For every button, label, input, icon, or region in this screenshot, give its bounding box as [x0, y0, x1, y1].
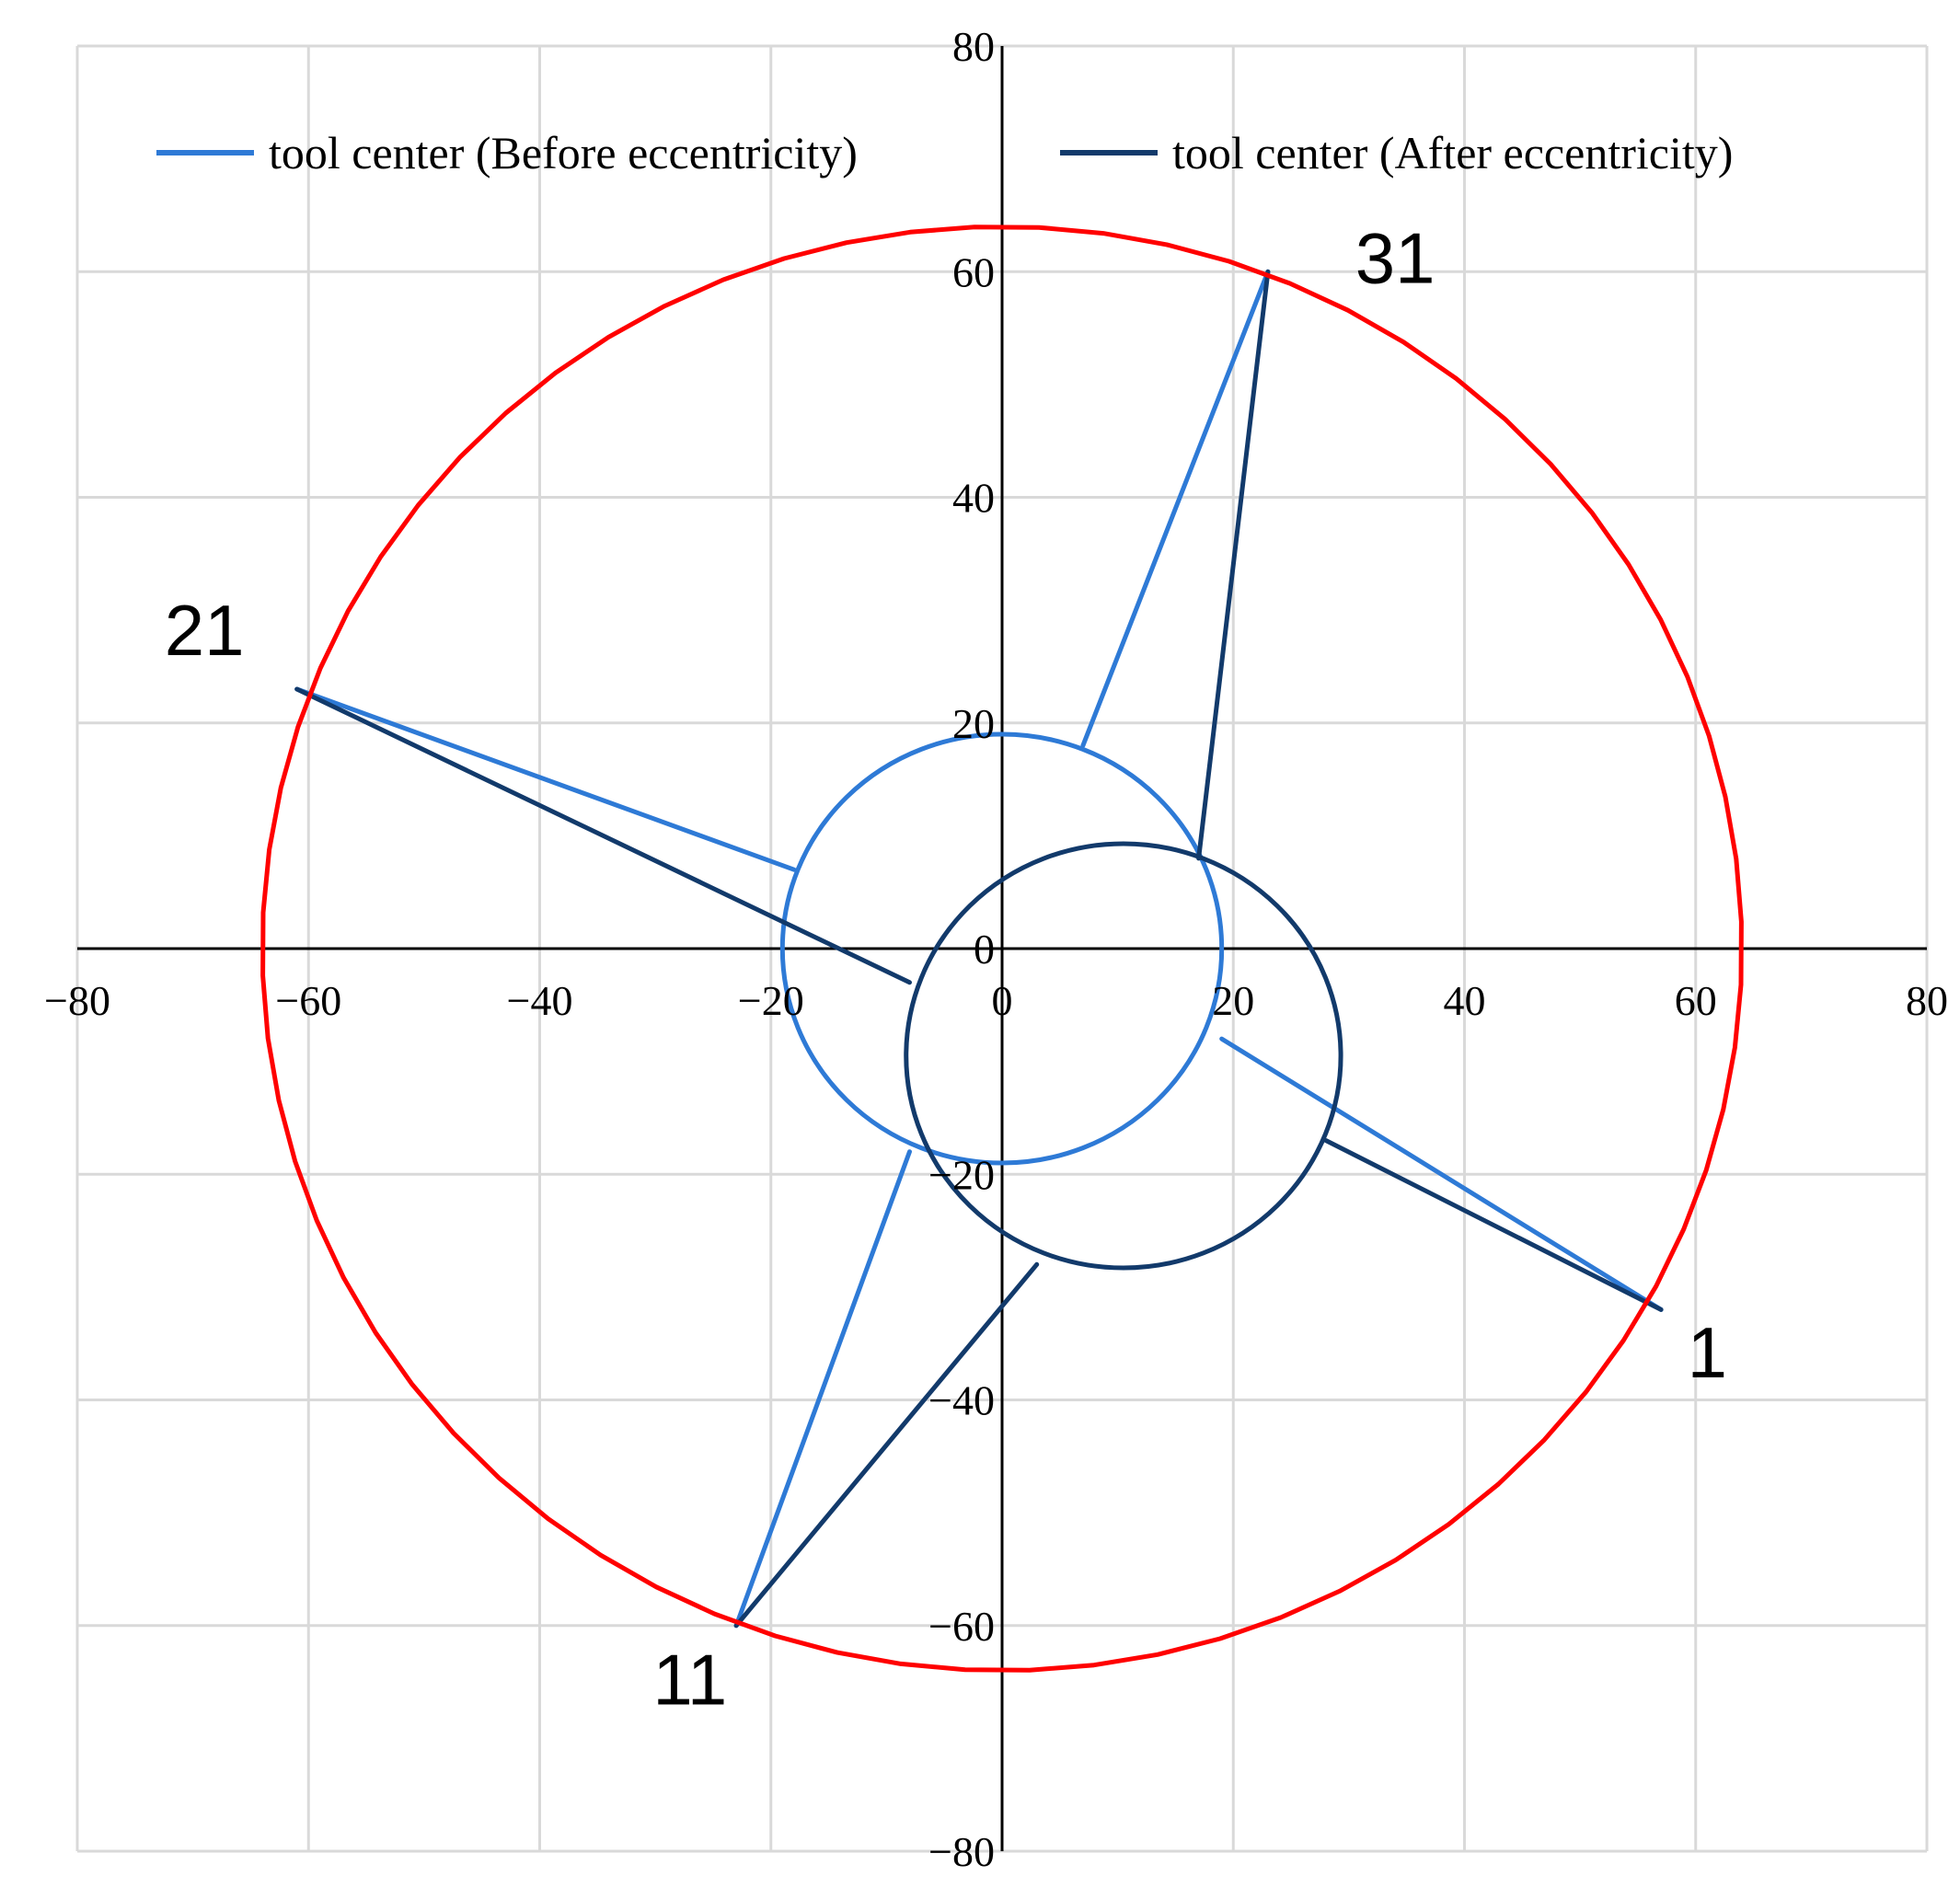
- y-tick-label-5: 20: [952, 700, 995, 747]
- y-tick-label-2: −40: [928, 1377, 995, 1424]
- axes-layer: [77, 46, 1927, 1851]
- series-0-segment-0: [779, 731, 1225, 1166]
- series-0-segment-2: [733, 1149, 912, 1629]
- x-tick-label-2: −40: [507, 977, 573, 1024]
- ticks-layer: −80 −60 −40 −20 0 20 40 60 80 −80 −60 −40 −20 0 20 40 60…: [44, 23, 1948, 1875]
- y-tick-label-0: −80: [928, 1828, 995, 1875]
- series-1-segment-4: [1196, 269, 1271, 861]
- y-tick-label-3: −20: [928, 1151, 995, 1198]
- y-tick-label-7: 60: [952, 248, 995, 295]
- series-0-segment-1: [1219, 1036, 1664, 1312]
- x-tick-label-8: 80: [1906, 977, 1948, 1024]
- x-tick-label-3: −20: [738, 977, 804, 1024]
- series-1-segment-0: [904, 841, 1343, 1271]
- x-tick-label-6: 40: [1444, 977, 1486, 1024]
- series-layer: [260, 224, 1744, 1673]
- x-tick-label-5: 20: [1212, 977, 1254, 1024]
- series-0-segment-4: [1080, 269, 1271, 748]
- legend-layer: tool center (Before eccentricity) tool ce…: [156, 127, 1733, 178]
- series-1-segment-3: [294, 686, 912, 985]
- y-tick-label-8: 80: [952, 23, 995, 70]
- series-0-segment-3: [294, 686, 797, 872]
- x-tick-label-0: −80: [44, 977, 110, 1024]
- y-tick-label-1: −60: [928, 1603, 995, 1650]
- point-label-11: 11: [652, 1640, 727, 1721]
- series-2-segment-0: [260, 224, 1744, 1673]
- x-tick-label-4: 0: [992, 977, 1013, 1024]
- series-1-segment-2: [733, 1261, 1040, 1629]
- point-label-1: 1: [1688, 1312, 1727, 1393]
- x-tick-label-1: −60: [275, 977, 341, 1024]
- legend-label-1: tool center (After eccentricity): [1172, 127, 1733, 178]
- point-label-31: 31: [1355, 218, 1435, 299]
- legend-label-0: tool center (Before eccentricity): [269, 127, 858, 178]
- x-tick-label-7: 60: [1675, 977, 1717, 1024]
- y-tick-label-4: 0: [974, 926, 995, 973]
- point-label-21: 21: [165, 590, 245, 671]
- series-1-segment-1: [1323, 1138, 1664, 1312]
- y-tick-label-6: 40: [952, 475, 995, 522]
